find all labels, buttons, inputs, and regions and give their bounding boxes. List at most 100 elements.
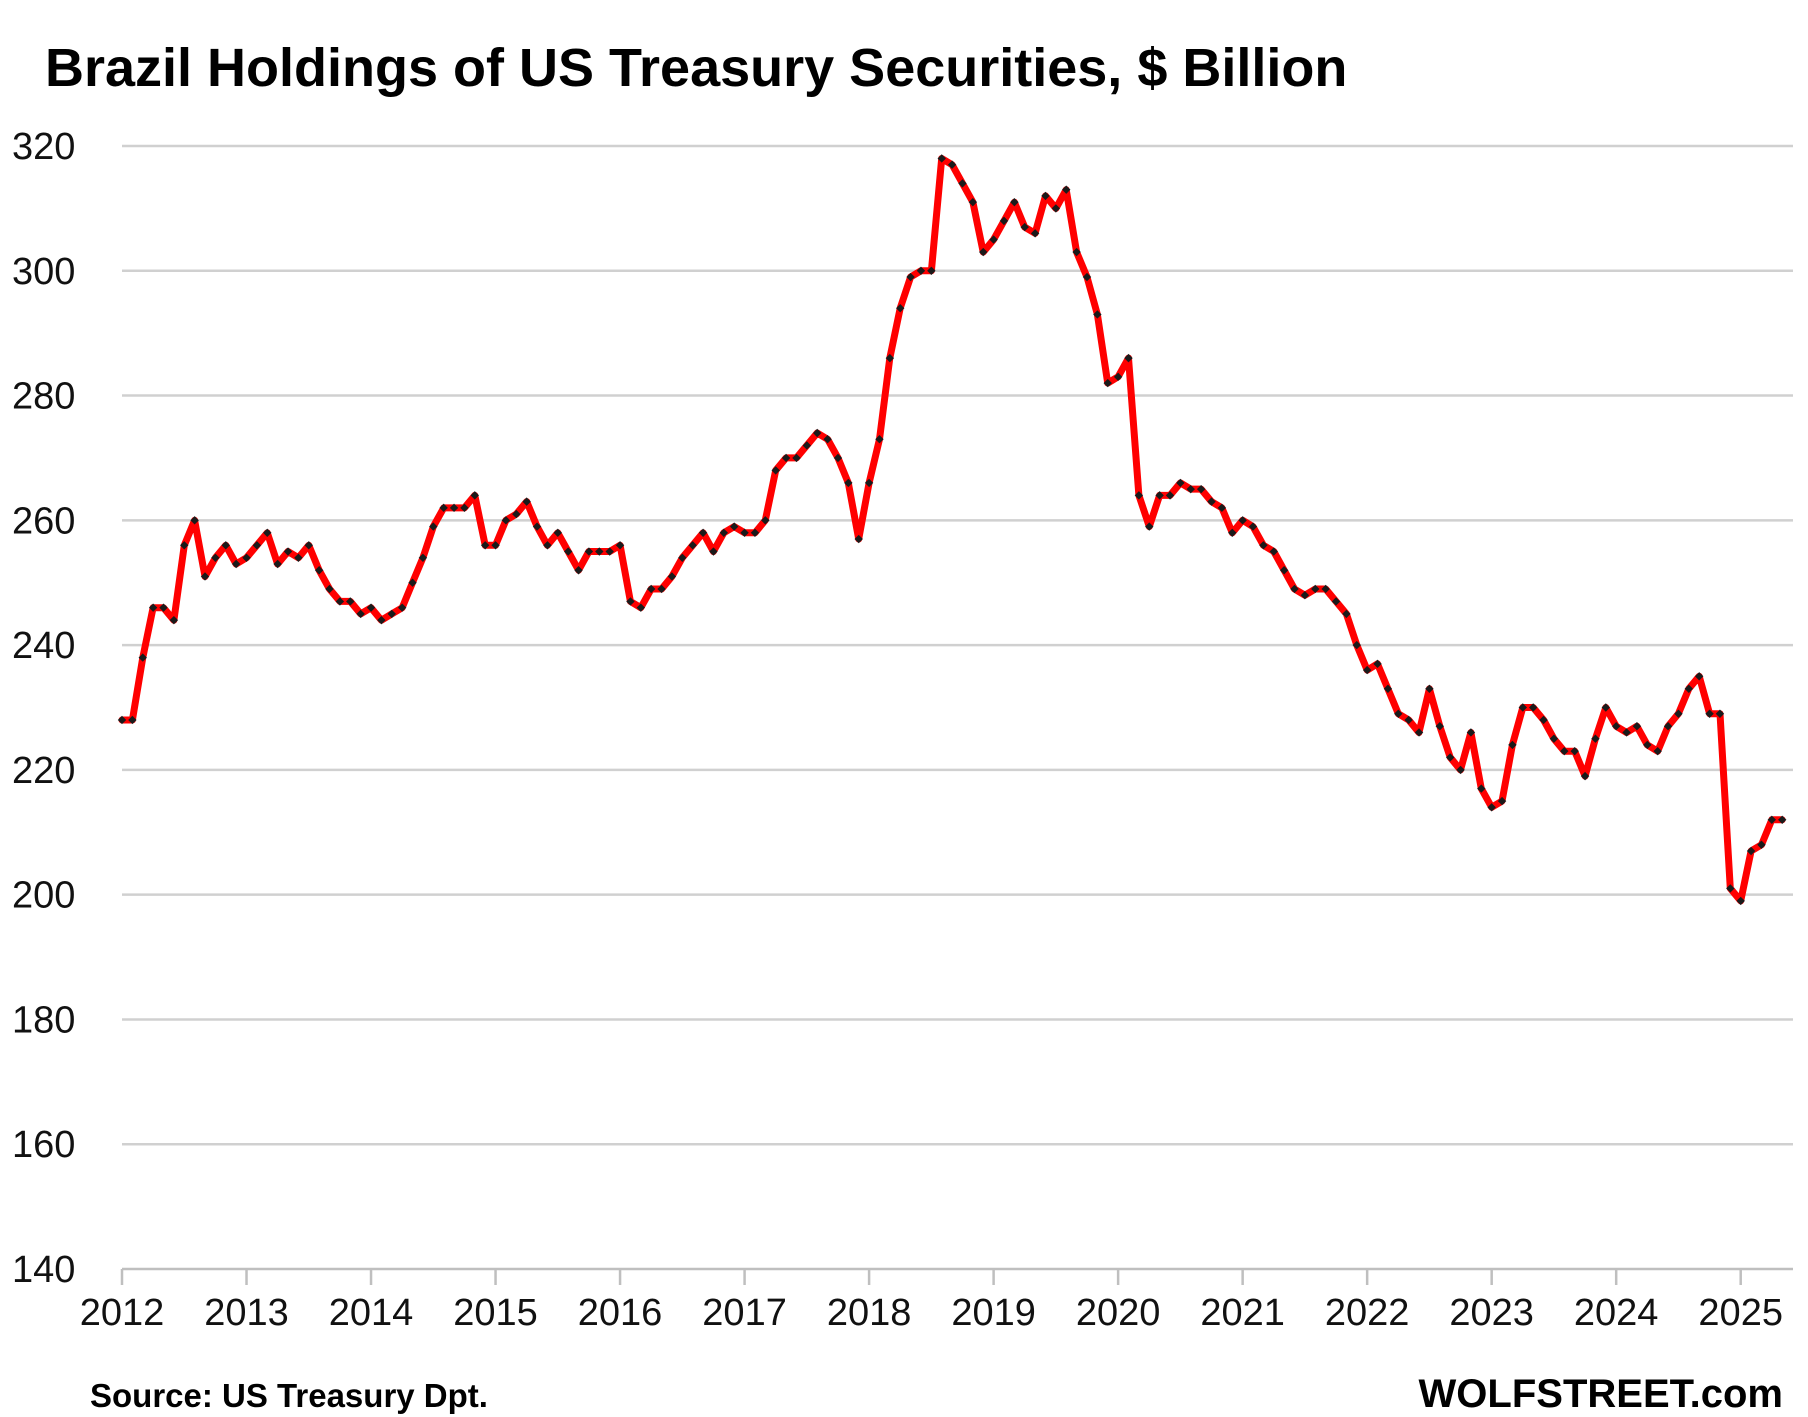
data-point xyxy=(1518,703,1528,712)
data-point xyxy=(1093,310,1102,319)
data-point xyxy=(781,453,791,463)
data-point xyxy=(595,547,604,556)
data-point xyxy=(1238,516,1247,525)
data-point xyxy=(605,547,614,556)
data-point xyxy=(1632,722,1642,731)
data-point xyxy=(1643,740,1652,750)
data-point xyxy=(169,615,179,625)
data-point xyxy=(968,197,978,207)
y-tick-label: 180 xyxy=(12,999,75,1041)
data-point xyxy=(1010,197,1019,207)
data-point xyxy=(844,478,853,488)
data-point xyxy=(1715,709,1725,718)
data-point xyxy=(802,441,812,450)
data-point xyxy=(1342,609,1351,619)
data-point xyxy=(750,528,760,538)
x-tick-label: 2017 xyxy=(702,1292,787,1334)
x-tick-label: 2024 xyxy=(1574,1292,1659,1334)
data-point xyxy=(1549,734,1559,743)
data-point xyxy=(418,553,428,562)
data-point xyxy=(1145,522,1154,531)
x-tick-label: 2014 xyxy=(329,1292,414,1334)
data-point xyxy=(1601,703,1611,712)
data-point xyxy=(439,503,448,513)
data-point xyxy=(1113,372,1123,382)
data-point xyxy=(1030,229,1040,238)
data-point xyxy=(875,435,884,444)
data-point xyxy=(1186,484,1195,494)
data-point xyxy=(885,353,895,363)
data-point xyxy=(1394,709,1403,718)
data-point xyxy=(864,478,874,488)
data-point xyxy=(1041,191,1050,201)
data-point xyxy=(449,503,459,513)
data-point xyxy=(1528,703,1538,712)
data-point xyxy=(148,603,158,612)
data-point xyxy=(397,603,407,612)
data-point xyxy=(1321,584,1330,594)
y-tick-label: 240 xyxy=(12,625,75,667)
data-point xyxy=(211,553,220,562)
data-point xyxy=(979,247,988,257)
data-point xyxy=(947,160,957,169)
y-tick-label: 160 xyxy=(12,1124,75,1166)
data-point xyxy=(636,603,646,612)
data-point xyxy=(1124,353,1133,363)
x-tick-label: 2025 xyxy=(1698,1292,1783,1334)
data-point xyxy=(1591,734,1600,743)
data-point xyxy=(1404,715,1413,725)
data-point xyxy=(1736,896,1745,906)
data-point xyxy=(1352,640,1361,650)
data-point xyxy=(1290,584,1299,594)
x-tick-label: 2015 xyxy=(453,1292,538,1334)
data-point xyxy=(1020,222,1029,232)
data-point xyxy=(1767,815,1777,824)
data-point xyxy=(356,609,365,619)
data-point xyxy=(553,528,563,538)
data-point xyxy=(190,516,199,525)
data-point xyxy=(377,615,386,625)
data-point xyxy=(1082,272,1092,282)
data-point xyxy=(667,572,677,581)
data-point xyxy=(1134,491,1144,500)
data-point xyxy=(1414,728,1424,737)
data-point xyxy=(615,541,625,550)
data-point xyxy=(1248,522,1258,531)
data-point xyxy=(761,516,770,525)
data-point xyxy=(1757,840,1766,849)
data-point xyxy=(792,453,801,463)
data-point xyxy=(408,578,417,587)
data-point xyxy=(501,516,511,525)
data-point xyxy=(429,522,438,531)
data-point xyxy=(709,547,718,556)
data-point xyxy=(1259,541,1268,550)
data-point xyxy=(1217,503,1227,513)
data-point xyxy=(657,584,666,594)
data-point xyxy=(1373,659,1382,669)
data-point xyxy=(1155,491,1164,500)
x-tick-label: 2013 xyxy=(204,1292,289,1334)
x-tick-label: 2020 xyxy=(1076,1292,1161,1334)
data-point xyxy=(1746,846,1756,856)
data-point xyxy=(283,547,293,556)
data-point xyxy=(937,154,946,163)
y-tick-label: 200 xyxy=(12,875,75,917)
data-point xyxy=(678,553,687,562)
y-tick-label: 260 xyxy=(12,500,75,542)
data-point xyxy=(646,584,656,594)
data-point xyxy=(314,566,324,575)
data-point xyxy=(1445,753,1455,762)
data-point xyxy=(1726,884,1735,893)
data-point xyxy=(480,541,490,550)
x-axis-ticks: 2012 2013 2014 2015 2016 2017 2018 2019 2020 2021… xyxy=(80,1269,1783,1334)
data-point xyxy=(512,509,521,519)
data-point xyxy=(1300,591,1310,600)
gridlines xyxy=(122,144,1793,1271)
data-point xyxy=(532,522,542,531)
data-point xyxy=(916,266,926,275)
x-tick-label: 2021 xyxy=(1200,1292,1285,1334)
data-point xyxy=(1103,378,1112,388)
data-point xyxy=(231,559,241,569)
data-point xyxy=(1497,796,1507,806)
data-point xyxy=(1425,684,1434,693)
